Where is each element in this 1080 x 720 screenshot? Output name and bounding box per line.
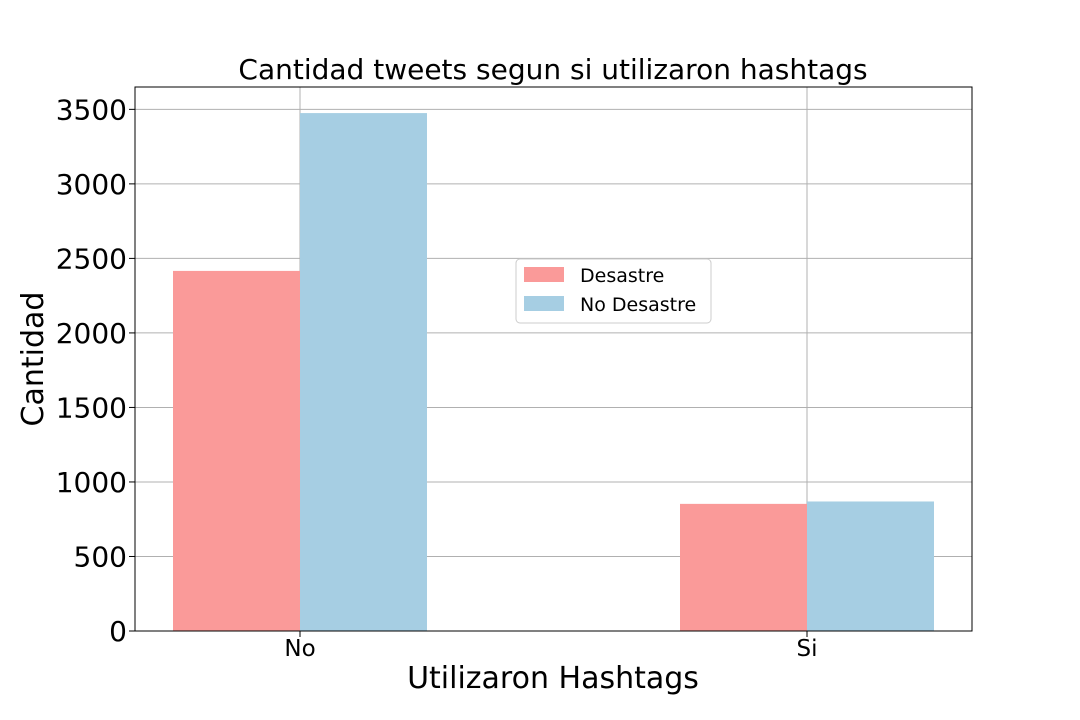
bars [173, 113, 934, 631]
y-tick-label: 2000 [56, 317, 127, 350]
chart-title: Cantidad tweets segun si utilizaron hash… [238, 53, 867, 86]
legend-label-desastre: Desastre [580, 265, 664, 287]
y-tick-label: 2500 [56, 242, 127, 275]
x-tick-label: Si [797, 636, 818, 662]
y-tick-label: 1000 [56, 466, 127, 499]
bar-desastre-no [173, 270, 300, 631]
x-axis-label: Utilizaron Hashtags [407, 661, 699, 696]
x-axis-ticks: No Si [284, 631, 818, 662]
y-axis-label: Cantidad [16, 292, 51, 427]
legend-label-no-desastre: No Desastre [580, 294, 696, 316]
x-tick-label: No [284, 636, 315, 662]
legend-box [515, 258, 712, 324]
bar-no-desastre-si [807, 501, 934, 631]
bar-no-desastre-no [300, 113, 427, 631]
y-tick-label: 500 [74, 540, 127, 573]
legend-swatch-desastre [524, 267, 564, 282]
y-tick-label: 1500 [56, 391, 127, 424]
y-tick-label: 0 [109, 615, 127, 648]
legend: Desastre No Desastre [515, 258, 712, 324]
y-tick-label: 3000 [56, 168, 127, 201]
y-axis-ticks: 0 500 1000 1500 2000 2500 3000 3500 [56, 93, 135, 648]
legend-swatch-no-desastre [524, 296, 564, 311]
bar-desastre-si [680, 503, 807, 631]
plot-frame [134, 86, 973, 632]
y-tick-label: 3500 [56, 93, 127, 126]
